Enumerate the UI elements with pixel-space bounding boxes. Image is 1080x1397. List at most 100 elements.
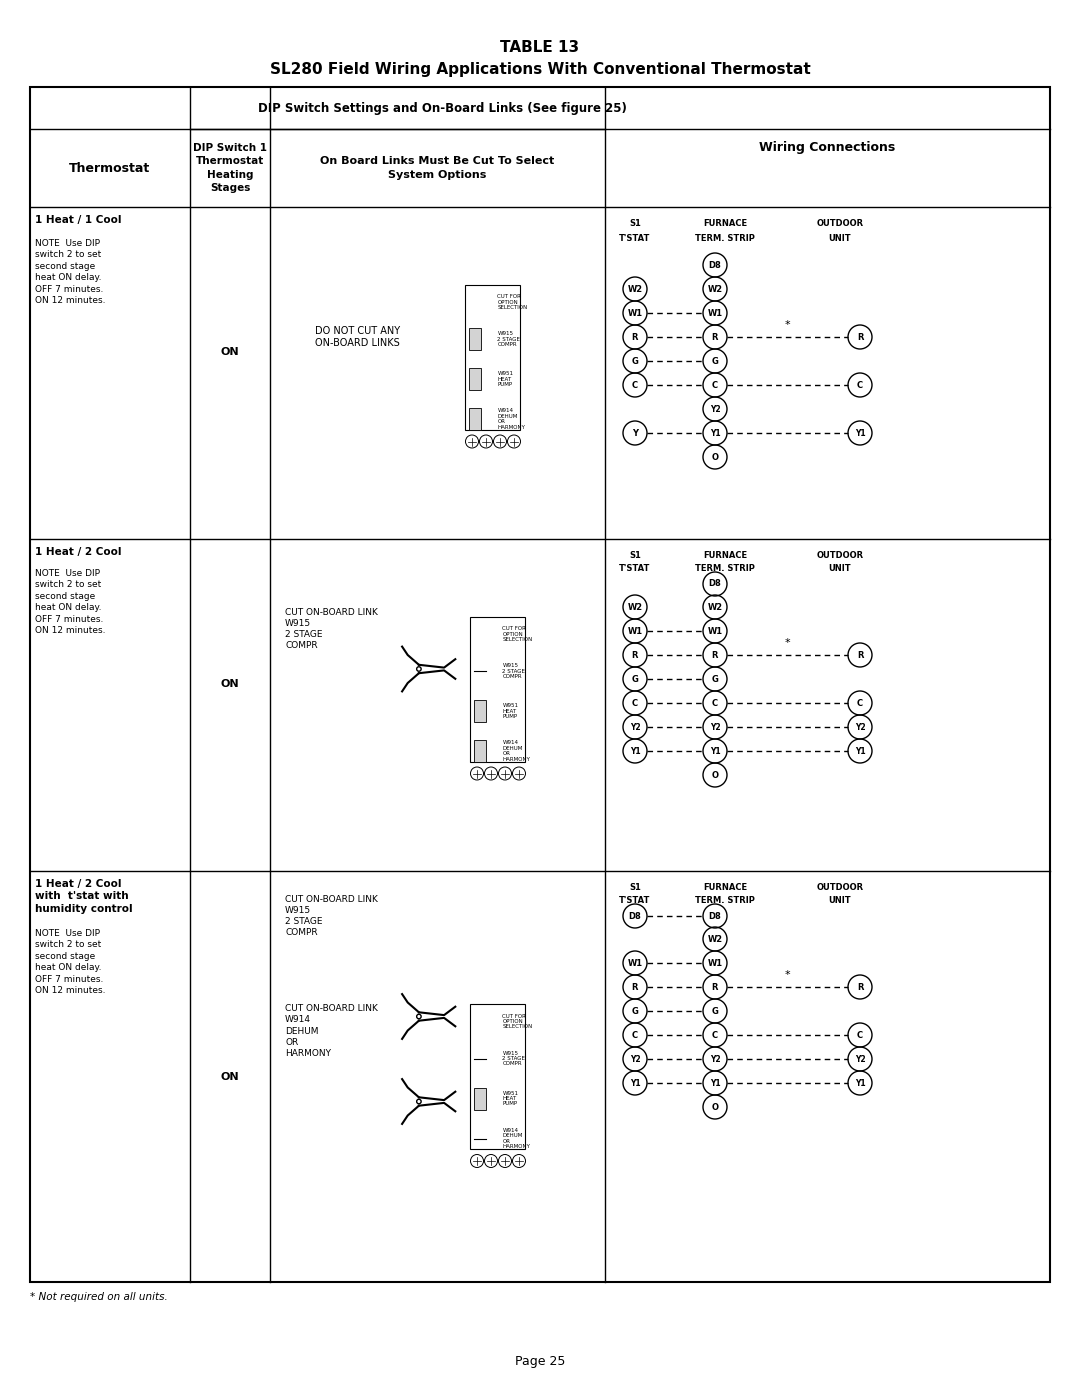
Text: *: * xyxy=(785,638,791,648)
Text: On Board Links Must Be Cut To Select
System Options: On Board Links Must Be Cut To Select Sys… xyxy=(321,156,555,180)
Text: OUTDOOR: OUTDOOR xyxy=(816,550,864,560)
Text: W2: W2 xyxy=(707,285,723,293)
Text: Y2: Y2 xyxy=(854,1055,865,1063)
Bar xyxy=(469,328,481,351)
Text: OUTDOOR: OUTDOOR xyxy=(816,219,864,228)
Text: ON: ON xyxy=(220,679,240,689)
Bar xyxy=(474,1087,486,1109)
Text: OUTDOOR: OUTDOOR xyxy=(816,883,864,893)
Text: C: C xyxy=(632,1031,638,1039)
Text: R: R xyxy=(712,982,718,992)
Text: W1: W1 xyxy=(627,309,643,317)
Text: G: G xyxy=(712,675,718,683)
Text: ON: ON xyxy=(220,1071,240,1081)
Text: T'STAT: T'STAT xyxy=(619,235,650,243)
Text: W915
2 STAGE
COMPR: W915 2 STAGE COMPR xyxy=(498,331,521,346)
Text: Thermostat: Thermostat xyxy=(69,162,150,175)
Text: UNIT: UNIT xyxy=(828,895,851,905)
Text: C: C xyxy=(712,1031,718,1039)
Text: Y1: Y1 xyxy=(630,746,640,756)
Text: CUT ON-BOARD LINK
W915
2 STAGE
COMPR: CUT ON-BOARD LINK W915 2 STAGE COMPR xyxy=(285,895,378,937)
Text: R: R xyxy=(632,651,638,659)
Text: Y1: Y1 xyxy=(710,429,720,437)
Text: * Not required on all units.: * Not required on all units. xyxy=(30,1292,167,1302)
Bar xyxy=(470,1004,525,1148)
Text: NOTE  Use DIP
switch 2 to set
second stage
heat ON delay.
OFF 7 minutes.
ON 12 m: NOTE Use DIP switch 2 to set second stag… xyxy=(35,929,106,995)
Text: W1: W1 xyxy=(707,309,723,317)
Text: O: O xyxy=(712,453,718,461)
Text: SL280 Field Wiring Applications With Conventional Thermostat: SL280 Field Wiring Applications With Con… xyxy=(270,61,810,77)
Text: R: R xyxy=(712,332,718,341)
Text: Y2: Y2 xyxy=(854,722,865,732)
Text: DIP Switch 1
Thermostat
Heating
Stages: DIP Switch 1 Thermostat Heating Stages xyxy=(193,144,267,193)
Text: CUT ON-BOARD LINK
W914
DEHUM
OR
HARMONY: CUT ON-BOARD LINK W914 DEHUM OR HARMONY xyxy=(285,1004,378,1058)
Text: W914
DEHUM
OR
HARMONY: W914 DEHUM OR HARMONY xyxy=(502,740,530,761)
Text: W951
HEAT
PUMP: W951 HEAT PUMP xyxy=(502,1091,518,1106)
Text: C: C xyxy=(712,698,718,707)
Text: D8: D8 xyxy=(708,580,721,588)
Text: G: G xyxy=(712,356,718,366)
Text: R: R xyxy=(712,651,718,659)
Text: C: C xyxy=(856,1031,863,1039)
Text: TERM. STRIP: TERM. STRIP xyxy=(696,564,755,573)
Text: Y1: Y1 xyxy=(854,746,865,756)
Bar xyxy=(474,740,486,761)
Text: CUT FOR
OPTION
SELECTION: CUT FOR OPTION SELECTION xyxy=(502,1014,532,1030)
Text: TERM. STRIP: TERM. STRIP xyxy=(696,895,755,905)
Text: FURNACE: FURNACE xyxy=(703,550,747,560)
Text: C: C xyxy=(632,380,638,390)
Text: Y1: Y1 xyxy=(710,746,720,756)
Text: R: R xyxy=(632,332,638,341)
Text: 1 Heat / 2 Cool
with  t'stat with
humidity control: 1 Heat / 2 Cool with t'stat with humidit… xyxy=(35,879,133,914)
Text: CUT ON-BOARD LINK
W915
2 STAGE
COMPR: CUT ON-BOARD LINK W915 2 STAGE COMPR xyxy=(285,608,378,650)
Text: DIP Switch Settings and On-Board Links (See figure 25): DIP Switch Settings and On-Board Links (… xyxy=(258,102,626,115)
Text: S1: S1 xyxy=(629,550,640,560)
Text: UNIT: UNIT xyxy=(828,235,851,243)
Text: D8: D8 xyxy=(708,260,721,270)
Text: UNIT: UNIT xyxy=(828,564,851,573)
Text: C: C xyxy=(856,698,863,707)
Text: 1 Heat / 2 Cool: 1 Heat / 2 Cool xyxy=(35,548,121,557)
Text: DO NOT CUT ANY
ON-BOARD LINKS: DO NOT CUT ANY ON-BOARD LINKS xyxy=(315,326,400,348)
Text: CUT FOR
OPTION
SELECTION: CUT FOR OPTION SELECTION xyxy=(502,626,532,641)
Text: Y1: Y1 xyxy=(854,429,865,437)
Text: G: G xyxy=(632,1006,638,1016)
Text: W915
2 STAGE
COMPR: W915 2 STAGE COMPR xyxy=(502,664,525,679)
Text: W914
DEHUM
OR
HARMONY: W914 DEHUM OR HARMONY xyxy=(502,1127,530,1150)
Text: C: C xyxy=(632,698,638,707)
Text: FURNACE: FURNACE xyxy=(703,883,747,893)
Text: T'STAT: T'STAT xyxy=(619,564,650,573)
Text: Y: Y xyxy=(632,429,638,437)
Text: Y2: Y2 xyxy=(630,1055,640,1063)
Text: S1: S1 xyxy=(629,219,640,228)
Text: D8: D8 xyxy=(708,911,721,921)
Text: Y1: Y1 xyxy=(710,1078,720,1087)
Text: G: G xyxy=(632,675,638,683)
Text: W2: W2 xyxy=(627,602,643,612)
Text: W1: W1 xyxy=(627,958,643,968)
Text: W1: W1 xyxy=(627,626,643,636)
Text: D8: D8 xyxy=(629,911,642,921)
Text: *: * xyxy=(785,970,791,981)
Text: W914
DEHUM
OR
HARMONY: W914 DEHUM OR HARMONY xyxy=(498,408,525,430)
Text: NOTE  Use DIP
switch 2 to set
second stage
heat ON delay.
OFF 7 minutes.
ON 12 m: NOTE Use DIP switch 2 to set second stag… xyxy=(35,569,106,636)
Text: W2: W2 xyxy=(707,935,723,943)
Bar xyxy=(469,367,481,390)
Text: 1 Heat / 1 Cool: 1 Heat / 1 Cool xyxy=(35,215,121,225)
Text: T'STAT: T'STAT xyxy=(619,895,650,905)
Text: W1: W1 xyxy=(707,626,723,636)
Text: Y1: Y1 xyxy=(630,1078,640,1087)
Text: TERM. STRIP: TERM. STRIP xyxy=(696,235,755,243)
Text: C: C xyxy=(712,380,718,390)
Text: W2: W2 xyxy=(627,285,643,293)
Bar xyxy=(465,285,519,429)
Text: S1: S1 xyxy=(629,883,640,893)
Text: ON: ON xyxy=(220,346,240,358)
Text: W951
HEAT
PUMP: W951 HEAT PUMP xyxy=(498,372,513,387)
Text: G: G xyxy=(632,356,638,366)
Text: W915
2 STAGE
COMPR: W915 2 STAGE COMPR xyxy=(502,1051,525,1066)
Text: Page 25: Page 25 xyxy=(515,1355,565,1369)
Text: R: R xyxy=(856,651,863,659)
Text: NOTE  Use DIP
switch 2 to set
second stage
heat ON delay.
OFF 7 minutes.
ON 12 m: NOTE Use DIP switch 2 to set second stag… xyxy=(35,239,106,306)
Text: Wiring Connections: Wiring Connections xyxy=(759,141,895,154)
